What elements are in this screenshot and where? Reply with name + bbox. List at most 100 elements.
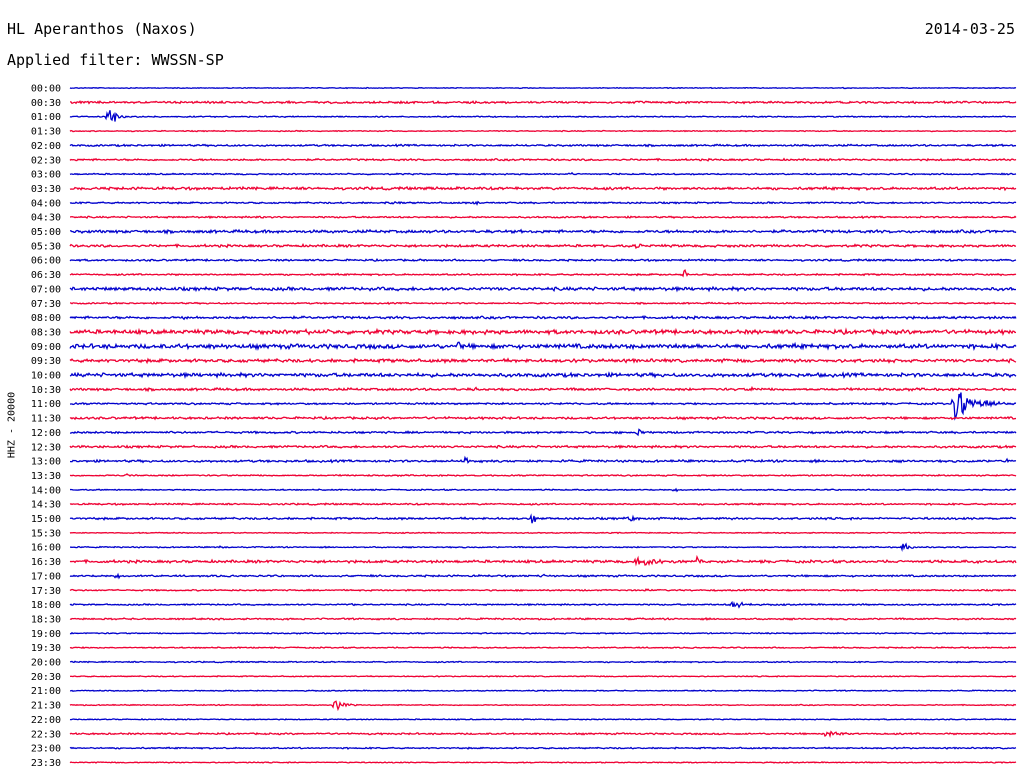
trace-row-0630	[69, 268, 1017, 278]
trace-row-1230	[69, 444, 1017, 450]
row-time-label: 08:30	[31, 327, 61, 338]
trace-row-1130	[69, 415, 1017, 421]
row-time-label: 00:00	[31, 84, 61, 95]
row-time-label: 07:30	[31, 299, 61, 310]
row-time-label: 17:30	[31, 586, 61, 597]
trace-row-0130	[69, 129, 1017, 133]
row-time-label: 13:30	[31, 471, 61, 482]
trace-row-2030	[69, 675, 1017, 678]
row-time-label: 23:30	[31, 758, 61, 769]
trace-row-0600	[69, 257, 1017, 263]
row-time-label: 18:30	[31, 614, 61, 625]
row-time-label: 01:00	[31, 112, 61, 123]
trace-row-0430	[69, 215, 1017, 220]
trace-row-0100	[69, 110, 1017, 122]
row-time-label: 13:00	[31, 457, 61, 468]
row-time-label: 23:00	[31, 744, 61, 755]
trace-row-2300	[69, 746, 1017, 750]
trace-row-0830	[69, 327, 1017, 337]
row-time-label: 10:30	[31, 385, 61, 396]
filter-label: Applied filter: WWSSN-SP	[7, 51, 224, 69]
row-time-label: 05:30	[31, 241, 61, 252]
row-time-label: 21:30	[31, 701, 61, 712]
trace-row-1630	[69, 554, 1017, 567]
trace-row-0800	[69, 314, 1017, 321]
row-time-label: 01:30	[31, 127, 61, 138]
row-time-label: 19:30	[31, 643, 61, 654]
row-time-label: 18:00	[31, 600, 61, 611]
row-time-label: 08:00	[31, 313, 61, 324]
row-time-label: 03:30	[31, 184, 61, 195]
row-time-label: 02:30	[31, 155, 61, 166]
row-time-label: 20:00	[31, 658, 61, 669]
row-time-label: 09:30	[31, 356, 61, 367]
row-time-label: 00:30	[31, 98, 61, 109]
trace-row-1400	[69, 487, 1017, 493]
trace-row-0530	[69, 243, 1017, 250]
trace-row-1700	[69, 572, 1017, 580]
row-time-label: 16:30	[31, 557, 61, 568]
trace-row-2230	[69, 730, 1017, 738]
row-time-label: 10:00	[31, 371, 61, 382]
trace-row-0730	[69, 301, 1017, 306]
trace-row-2330	[69, 761, 1017, 764]
row-time-label: 15:30	[31, 528, 61, 539]
trace-row-0200	[69, 143, 1017, 148]
trace-row-0400	[69, 200, 1017, 206]
trace-row-2000	[69, 660, 1017, 664]
row-time-label: 05:00	[31, 227, 61, 238]
row-time-label: 11:00	[31, 399, 61, 410]
trace-row-1830	[69, 616, 1017, 621]
trace-row-0930	[69, 357, 1017, 365]
trace-row-1330	[69, 473, 1017, 478]
trace-row-1500	[69, 513, 1017, 524]
row-time-label: 14:00	[31, 485, 61, 496]
trace-row-0000	[69, 86, 1017, 90]
trace-row-1530	[69, 531, 1017, 535]
row-time-label: 06:00	[31, 256, 61, 267]
trace-row-2200	[69, 717, 1017, 721]
row-time-label: 04:30	[31, 213, 61, 224]
row-time-label: 03:00	[31, 170, 61, 181]
trace-row-1930	[69, 646, 1017, 650]
row-time-label: 14:30	[31, 500, 61, 511]
trace-row-0230	[69, 157, 1017, 162]
trace-row-0300	[69, 171, 1017, 176]
row-time-label: 09:00	[31, 342, 61, 353]
trace-row-0900	[69, 341, 1017, 351]
station-title: HL Aperanthos (Naxos)	[7, 20, 197, 38]
row-time-label: 12:30	[31, 442, 61, 453]
row-time-label: 02:00	[31, 141, 61, 152]
row-time-label: 22:30	[31, 729, 61, 740]
trace-row-1030	[69, 385, 1017, 393]
row-time-label: 22:00	[31, 715, 61, 726]
date-label: 2014-03-25	[924, 20, 1015, 38]
row-time-label: 20:30	[31, 672, 61, 683]
row-time-label: 11:30	[31, 414, 61, 425]
trace-row-2100	[69, 689, 1017, 693]
trace-row-0030	[70, 99, 1017, 105]
trace-row-1300	[69, 455, 1017, 464]
trace-row-2130	[69, 700, 1017, 712]
trace-row-0330	[69, 185, 1017, 192]
row-time-label: 07:00	[31, 284, 61, 295]
trace-row-0500	[69, 228, 1017, 235]
row-time-label: 19:00	[31, 629, 61, 640]
trace-row-1430	[69, 502, 1017, 507]
trace-row-0700	[69, 285, 1017, 293]
row-time-label: 04:00	[31, 198, 61, 209]
row-time-label: 16:00	[31, 543, 61, 554]
trace-row-1000	[69, 371, 1017, 380]
trace-row-1800	[69, 600, 1017, 609]
trace-row-1600	[69, 542, 1017, 552]
trace-row-1730	[69, 588, 1017, 592]
row-time-label: 17:00	[31, 571, 61, 582]
trace-row-1200	[69, 428, 1017, 437]
row-time-label: 06:30	[31, 270, 61, 281]
row-time-label: 21:00	[31, 686, 61, 697]
trace-row-1100	[69, 392, 1017, 421]
row-time-label: 15:00	[31, 514, 61, 525]
row-time-label: 12:00	[31, 428, 61, 439]
trace-row-1900	[69, 631, 1017, 635]
